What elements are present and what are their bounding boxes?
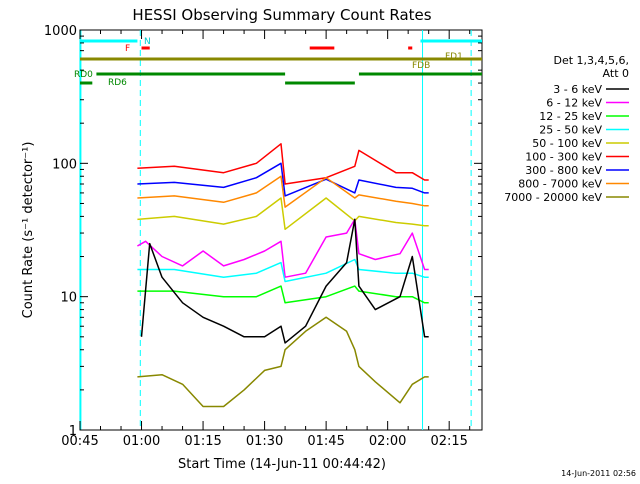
legend-entry-label: 6 - 12 keV <box>546 97 602 110</box>
legend-entry-label: 7000 - 20000 keV <box>504 191 602 204</box>
x-tick-label: 00:45 <box>61 434 98 449</box>
flag-label: RD0 <box>74 70 93 80</box>
flag-label: RD6 <box>108 78 127 88</box>
legend-entry-label: 12 - 25 keV <box>539 110 602 123</box>
legend-entry-label: 50 - 100 keV <box>532 137 602 150</box>
x-tick-label: 01:00 <box>123 434 160 449</box>
y-axis-label: Count Rate (s⁻¹ detector⁻¹) <box>21 142 36 319</box>
x-tick-label: 01:30 <box>246 434 283 449</box>
series-line-3-6-kev <box>140 218 429 344</box>
legend-header: Det 1,3,4,5,6, <box>553 54 629 67</box>
series-line-7000-20000-kev <box>137 316 429 408</box>
flag-label: FDB <box>412 61 430 71</box>
x-tick-label: 01:45 <box>307 434 344 449</box>
legend-header: Att 0 <box>603 67 629 80</box>
flag-label: F <box>125 44 130 54</box>
legend-entry-label: 800 - 7000 keV <box>518 178 602 191</box>
series-line-300-800-kev <box>137 162 429 197</box>
flag-label: N <box>144 37 151 47</box>
y-tick-label: 1 <box>69 424 77 439</box>
y-tick-label: 100 <box>52 157 77 172</box>
y-tick-label: 1000 <box>44 24 77 39</box>
x-axis-label: Start Time (14-Jun-11 00:44:42) <box>178 457 386 472</box>
y-tick-label: 10 <box>60 291 77 306</box>
plot-area: 1 10 100 1000 00:45 01:00 01:15 01:30 01:45 02:00… <box>44 24 483 449</box>
flag-label: FD1 <box>445 52 463 62</box>
series-line-6-12-kev <box>137 218 429 278</box>
x-tick-label: 02:00 <box>369 434 406 449</box>
series-line-25-50-kev <box>137 258 429 283</box>
timestamp-label: 14-Jun-2011 02:56 <box>561 469 636 478</box>
series-line-50-100-kev <box>137 197 429 231</box>
legend-entry-label: 300 - 800 keV <box>525 164 602 177</box>
x-tick-label: 01:15 <box>184 434 221 449</box>
legend-entry-label: 25 - 50 keV <box>539 124 602 137</box>
series-line-800-7000-kev <box>137 175 429 208</box>
chart-title: HESSI Observing Summary Count Rates <box>132 6 431 24</box>
legend-entry-label: 3 - 6 keV <box>553 83 602 96</box>
x-tick-label: 02:15 <box>430 434 467 449</box>
legend-entry-label: 100 - 300 keV <box>525 151 602 164</box>
series-line-12-25-kev <box>137 285 429 304</box>
